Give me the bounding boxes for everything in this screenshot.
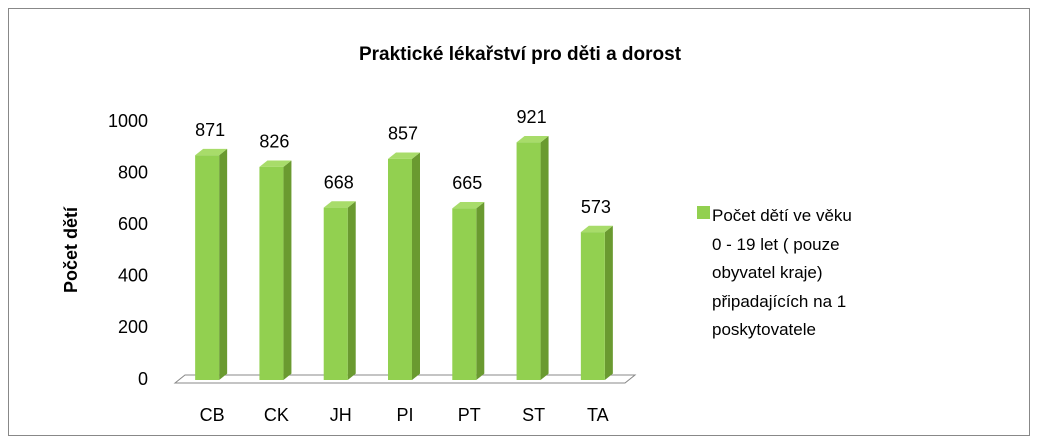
data-label: 665 <box>452 173 482 193</box>
bar-side <box>283 160 292 380</box>
x-tick-label: TA <box>587 405 609 425</box>
data-label: 573 <box>581 197 611 217</box>
bar-front <box>452 208 477 380</box>
x-tick-label: CK <box>264 405 289 425</box>
bar-side <box>604 225 613 380</box>
bar <box>388 152 420 380</box>
x-tick-label: JH <box>330 405 352 425</box>
bar-front <box>195 155 220 380</box>
bar-side <box>347 201 356 380</box>
bar-top <box>388 152 420 159</box>
bar-top <box>323 201 356 208</box>
x-tick-label: CB <box>200 405 225 425</box>
data-label: 826 <box>259 132 289 152</box>
y-tick-label: 200 <box>118 317 148 337</box>
data-label: 871 <box>195 120 225 140</box>
bar <box>195 148 228 380</box>
bar-top <box>452 202 485 209</box>
bar-side <box>476 202 485 380</box>
bar-top <box>516 135 549 143</box>
x-tick-label: PI <box>396 405 413 425</box>
y-tick-label: 600 <box>118 214 148 234</box>
legend-label: Počet dětí ve věku 0 - 19 let ( pouze ob… <box>712 206 852 339</box>
bar <box>516 135 549 380</box>
bar-side <box>219 148 228 380</box>
data-label: 921 <box>517 107 547 127</box>
bar-front <box>388 158 412 380</box>
bar-front <box>516 142 541 380</box>
data-label: 857 <box>388 124 418 144</box>
bar <box>323 201 356 380</box>
bar-top <box>195 148 228 156</box>
bar-side <box>412 152 420 380</box>
x-tick-label: ST <box>522 405 545 425</box>
chart-title: Praktické lékařství pro děti a dorost <box>359 44 682 65</box>
bar-top <box>259 160 292 167</box>
bar <box>580 225 613 380</box>
bar <box>259 160 292 380</box>
y-tick-label: 400 <box>118 266 148 286</box>
bar <box>452 202 485 380</box>
legend-swatch <box>697 206 710 219</box>
x-tick-label: PT <box>458 405 481 425</box>
bar-side <box>540 135 549 380</box>
y-tick-label: 800 <box>118 162 148 182</box>
y-tick-label: 0 <box>138 369 148 389</box>
bar-front <box>259 166 284 380</box>
y-axis-label: Počet dětí <box>61 206 81 293</box>
data-label: 668 <box>324 172 354 192</box>
bar-top <box>580 225 613 233</box>
bar-front <box>580 232 605 380</box>
bar-front <box>323 207 348 380</box>
y-tick-label: 1000 <box>108 111 148 131</box>
